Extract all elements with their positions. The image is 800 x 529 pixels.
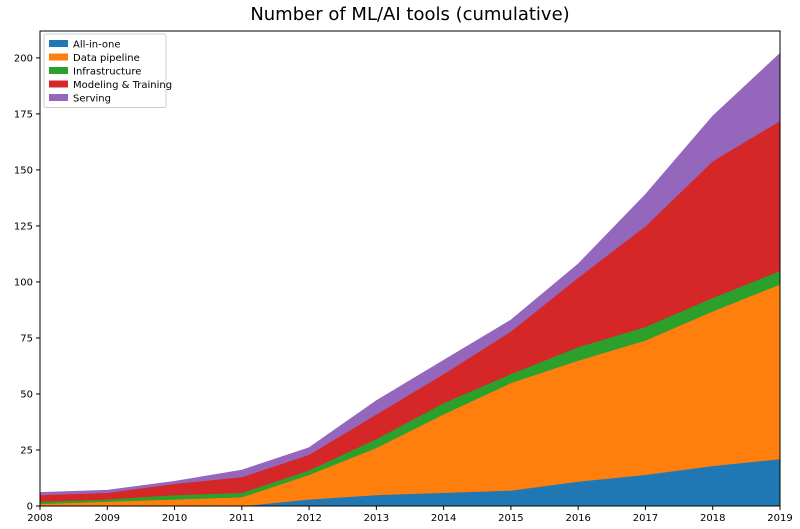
y-tick-label: 25 [20,445,33,456]
legend-box [43,33,167,108]
y-tick-label: 50 [20,389,33,400]
y-tick-label: 150 [14,165,33,176]
y-tick-label: 100 [14,277,33,288]
y-tick-label: 125 [14,221,33,232]
legend-label-serving: Serving [73,94,111,105]
legend-label-modeling-and-training: Modeling & Training [73,80,172,91]
x-tick-label: 2015 [498,513,523,524]
axes-layer: 2008 2009 2010 2011 2012 2013 2014 2015 2016 2017… [14,30,793,524]
legend-label-infrastructure: Infrastructure [73,67,141,78]
x-tick-label: 2019 [767,513,792,524]
y-tick-label: 0 [27,502,33,513]
legend-swatch-infrastructure [49,67,68,74]
legend-swatch-serving [49,94,68,101]
legend-swatch-all-in-one [49,40,68,47]
y-tick-label: 75 [20,333,33,344]
x-tick-label: 2014 [431,513,456,524]
x-tick-label: 2011 [229,513,254,524]
x-tick-label: 2012 [296,513,321,524]
legend-label-all-in-one: All-in-one [73,40,121,51]
legend: All-in-one Data pipeline Infrastructure Mod… [43,33,172,108]
y-tick-label: 175 [14,109,33,120]
x-tick-label: 2010 [162,513,187,524]
plot-frame [39,30,781,507]
y-tick-label: 200 [14,53,33,64]
x-tick-label: 2009 [95,513,120,524]
areas-layer [39,52,781,507]
x-tick-label: 2013 [364,513,389,524]
legend-swatch-data-pipeline [49,53,68,61]
legend-swatch-modeling-and-training [49,80,68,88]
legend-label-data-pipeline: Data pipeline [73,53,140,64]
x-tick-label: 2017 [633,513,658,524]
x-tick-label: 2008 [27,513,52,524]
x-tick-label: 2016 [565,513,590,524]
chart-title: Number of ML/AI tools (cumulative) [250,4,570,25]
x-tick-label: 2018 [700,513,725,524]
